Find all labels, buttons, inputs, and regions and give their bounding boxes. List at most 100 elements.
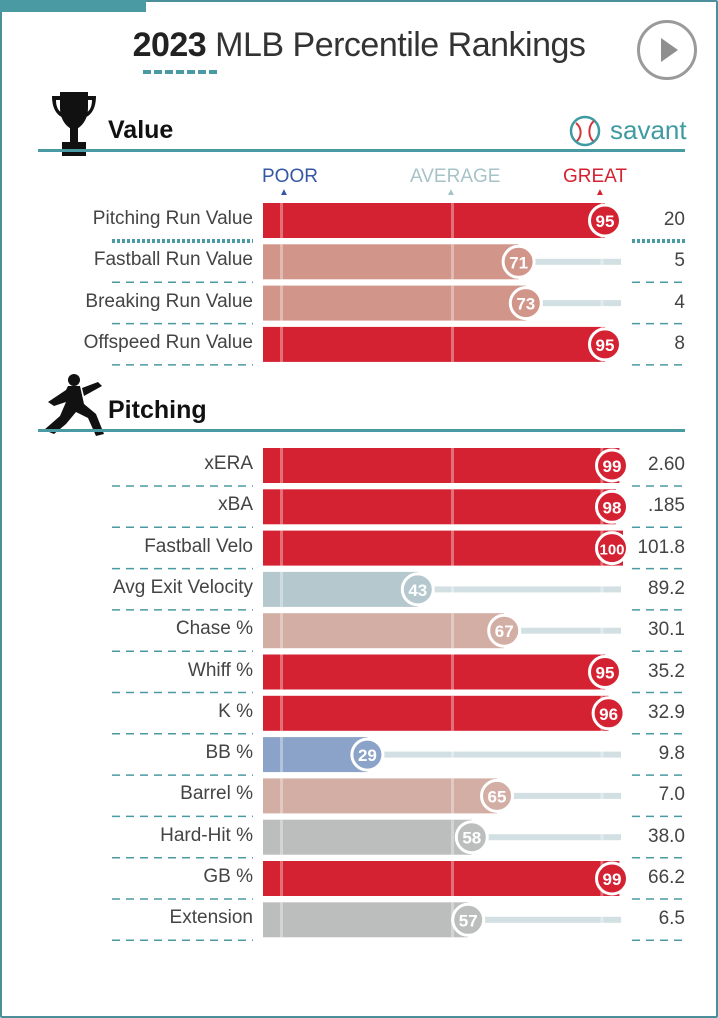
percentile-bubble[interactable] [595,861,629,896]
metric-value: 7.0 [658,784,685,806]
percentile-bar[interactable] [263,819,472,855]
poor-guide-line [280,695,283,731]
percentile-bubble[interactable] [451,902,486,937]
average-guide-line [451,448,454,483]
great-guide-line [600,613,604,649]
savant-wordmark: savant [610,115,687,145]
poor-guide-line [280,203,283,238]
bar-baseline [263,586,621,593]
metric-value: .185 [648,495,685,517]
average-guide-line [451,203,454,238]
metric-value: 9.8 [658,743,685,765]
percentile-label: 95 [596,664,615,683]
percentile-label: 99 [603,457,622,476]
percentile-bar[interactable] [263,654,605,690]
great-guide-line [600,571,604,607]
metric-label: Fastball Velo [144,535,253,557]
baseball-icon [569,115,601,147]
percentile-label: 96 [599,705,618,724]
metric-label: Fastball Run Value [93,249,253,271]
metric-label: Barrel % [180,783,253,805]
percentile-bar[interactable] [263,326,605,362]
percentile-bar[interactable] [263,861,620,896]
metric-value: 8 [674,332,685,354]
percentile-label: 95 [596,212,615,231]
metric-value: 4 [674,291,685,313]
percentile-bubble[interactable] [400,572,435,607]
percentile-bubble[interactable] [508,286,543,321]
play-icon [661,38,678,62]
percentile-label: 29 [358,746,377,765]
percentile-bar[interactable] [263,613,505,649]
poor-guide-line [280,902,283,938]
percentile-bar[interactable] [263,571,418,607]
great-guide-line [600,902,604,938]
percentile-bubble[interactable] [591,696,626,731]
percentile-bubble[interactable] [595,448,629,483]
percentile-bar[interactable] [263,695,609,731]
percentile-bar[interactable] [263,530,623,566]
section-rule-pitching [38,429,685,432]
metric-value: 101.8 [637,536,685,558]
metric-value: 30.1 [648,619,685,641]
percentile-label: 95 [596,336,615,355]
percentile-bar[interactable] [263,448,620,483]
percentile-bubble[interactable] [588,327,622,362]
percentile-bubble[interactable] [487,613,522,648]
percentile-bubble[interactable] [588,655,622,689]
average-guide-line [451,737,454,773]
poor-guide-line [280,613,283,649]
percentile-bar[interactable] [263,489,616,525]
savant-logo[interactable]: savant [568,114,688,148]
percentile-bubble[interactable] [595,489,629,524]
scale-poor-label: POOR [262,166,318,187]
percentile-label: 98 [603,498,622,517]
percentile-bubble[interactable] [501,244,536,279]
title-underline [143,70,217,74]
percentile-bar[interactable] [263,285,526,321]
metric-label: Offspeed Run Value [83,331,253,353]
top-tab-accent [0,0,146,12]
section-title-value: Value [108,116,174,144]
pitcher-icon [44,374,104,436]
average-guide-line [451,489,454,525]
percentile-bar[interactable] [263,737,368,773]
great-guide-line [600,778,604,814]
percentile-label: 58 [462,829,481,848]
percentile-label: 99 [603,870,622,889]
percentile-bubble[interactable] [480,778,514,813]
section-title-pitching: Pitching [108,396,207,424]
average-guide-line [451,695,454,731]
poor-guide-line [280,819,283,855]
poor-guide-line [280,326,283,362]
scale-average-arrow-icon: ▲ [446,187,456,198]
scale-poor-arrow-icon: ▲ [279,187,289,198]
percentile-bar[interactable] [263,244,519,280]
average-guide-line [451,285,454,321]
bar-baseline [263,751,621,758]
metric-label: Whiff % [187,659,253,681]
percentile-bubble[interactable] [350,737,385,772]
play-button[interactable] [637,20,697,80]
percentile-label: 100 [599,542,624,559]
percentile-bar[interactable] [263,778,497,814]
metric-value: 38.0 [648,825,685,847]
title-year: 2023 [132,26,207,64]
percentile-bubble[interactable] [595,531,629,566]
metric-value: 5 [674,250,685,272]
percentile-bubble[interactable] [588,203,622,238]
percentile-bubble[interactable] [454,820,489,855]
metric-label: K % [218,700,253,722]
percentile-bar[interactable] [263,203,605,238]
poor-guide-line [280,571,283,607]
average-guide-line [451,819,454,855]
percentile-bar[interactable] [263,902,469,938]
metric-value: 2.60 [648,454,685,475]
average-guide-line [451,613,454,649]
great-guide-line [600,737,604,773]
metric-label: Chase % [175,618,253,640]
percentile-label: 65 [488,787,507,806]
poor-guide-line [280,654,283,690]
percentile-label: 43 [408,581,427,600]
